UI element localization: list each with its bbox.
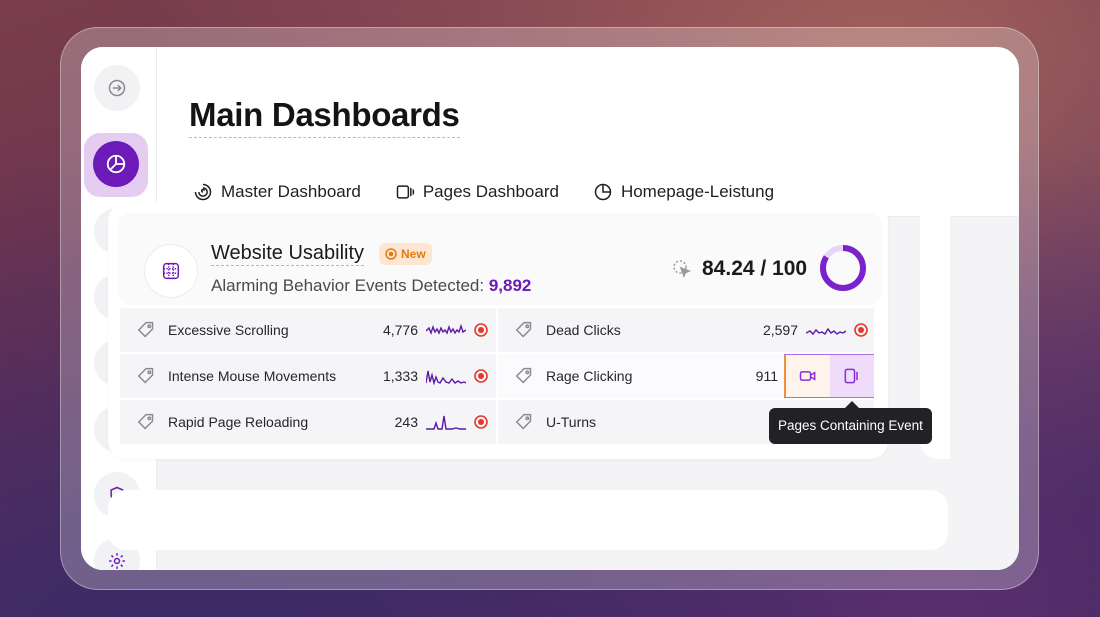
- pages-icon: [844, 368, 858, 384]
- event-value: 911: [755, 368, 778, 384]
- sparkline: [806, 327, 846, 336]
- tab-homepage-leistung[interactable]: Homepage-Leistung: [576, 169, 791, 214]
- sparkline: [426, 415, 466, 430]
- badge-dot-icon: [385, 248, 397, 260]
- event-label: Rage Clicking: [546, 368, 633, 384]
- login-arrow-icon: [108, 79, 126, 97]
- tag-icon: [137, 321, 154, 338]
- event-count: 9,892: [488, 276, 532, 295]
- tag-icon: [137, 413, 154, 430]
- event-row-intense-mouse-movements[interactable]: Intense Mouse Movements 1,333: [120, 354, 496, 398]
- event-row-rage-clicking[interactable]: Rage Clicking 911: [498, 354, 874, 398]
- gear-icon: [109, 553, 125, 569]
- usability-card: Website Usability New Alarming Behavior …: [108, 203, 888, 459]
- card-header: Website Usability New Alarming Behavior …: [118, 213, 882, 305]
- event-value: 2,597: [762, 322, 798, 338]
- events-grid: Excessive Scrolling 4,776 Dead Clicks 2,…: [120, 308, 874, 446]
- tab-pages-dashboard[interactable]: Pages Dashboard: [378, 169, 576, 214]
- cursor-click-icon: [673, 260, 692, 279]
- event-value: 243: [394, 414, 418, 430]
- video-camera-icon: [799, 371, 816, 381]
- tab-label: Master Dashboard: [221, 181, 361, 201]
- tooltip: Pages Containing Event: [769, 401, 932, 444]
- new-badge: New: [379, 243, 432, 265]
- card-subtitle: Alarming Behavior Events Detected: 9,892: [211, 276, 531, 296]
- card-title: Website Usability: [211, 242, 365, 266]
- alert-icon: [474, 323, 488, 337]
- tab-bar: Master Dashboard Pages Dashboard Homepag…: [176, 169, 791, 216]
- sidebar-item-dashboards-active[interactable]: [84, 133, 148, 197]
- event-label: Rapid Page Reloading: [168, 414, 309, 430]
- sidebar-item-login[interactable]: [94, 65, 140, 111]
- row-action-buttons: [784, 354, 874, 398]
- subtitle-label: Alarming Behavior Events Detected:: [211, 276, 485, 295]
- tab-label: Pages Dashboard: [422, 181, 559, 201]
- alert-icon: [474, 415, 488, 429]
- event-row-dead-clicks[interactable]: Dead Clicks 2,597: [498, 308, 874, 352]
- alert-icon: [474, 369, 488, 383]
- event-label: Excessive Scrolling: [168, 322, 289, 338]
- score-value: 84.24 / 100: [702, 257, 808, 280]
- tag-icon: [515, 413, 532, 430]
- sparkline: [426, 370, 466, 385]
- tag-icon: [137, 367, 154, 384]
- pie-chart-icon: [106, 154, 126, 174]
- spiral-icon: [194, 183, 212, 200]
- secondary-card: [108, 490, 948, 550]
- event-row-excessive-scrolling[interactable]: Excessive Scrolling 4,776: [120, 308, 496, 352]
- event-label: U-Turns: [546, 414, 597, 430]
- event-row-rapid-page-reloading[interactable]: Rapid Page Reloading 243: [120, 400, 496, 444]
- event-label: Dead Clicks: [546, 322, 621, 338]
- tab-label: Homepage-Leistung: [620, 181, 775, 201]
- pages-containing-event-button[interactable]: [830, 355, 874, 397]
- grid-select-icon: [162, 262, 180, 280]
- usability-score: 84.24 / 100: [670, 257, 807, 281]
- badge-text: New: [401, 247, 426, 261]
- event-label: Intense Mouse Movements: [168, 368, 337, 384]
- tag-icon: [515, 367, 532, 384]
- event-value: 4,776: [382, 322, 418, 338]
- pie-icon: [594, 183, 612, 200]
- session-recordings-button[interactable]: [784, 355, 830, 397]
- page-title: Main Dashboards: [189, 95, 460, 138]
- tag-icon: [515, 321, 532, 338]
- score-ring: [820, 245, 866, 291]
- alert-icon: [854, 323, 868, 337]
- event-value: 1,333: [382, 368, 418, 384]
- sparkline: [426, 323, 466, 336]
- card-toggle-button[interactable]: [144, 244, 198, 298]
- pages-icon: [396, 184, 414, 199]
